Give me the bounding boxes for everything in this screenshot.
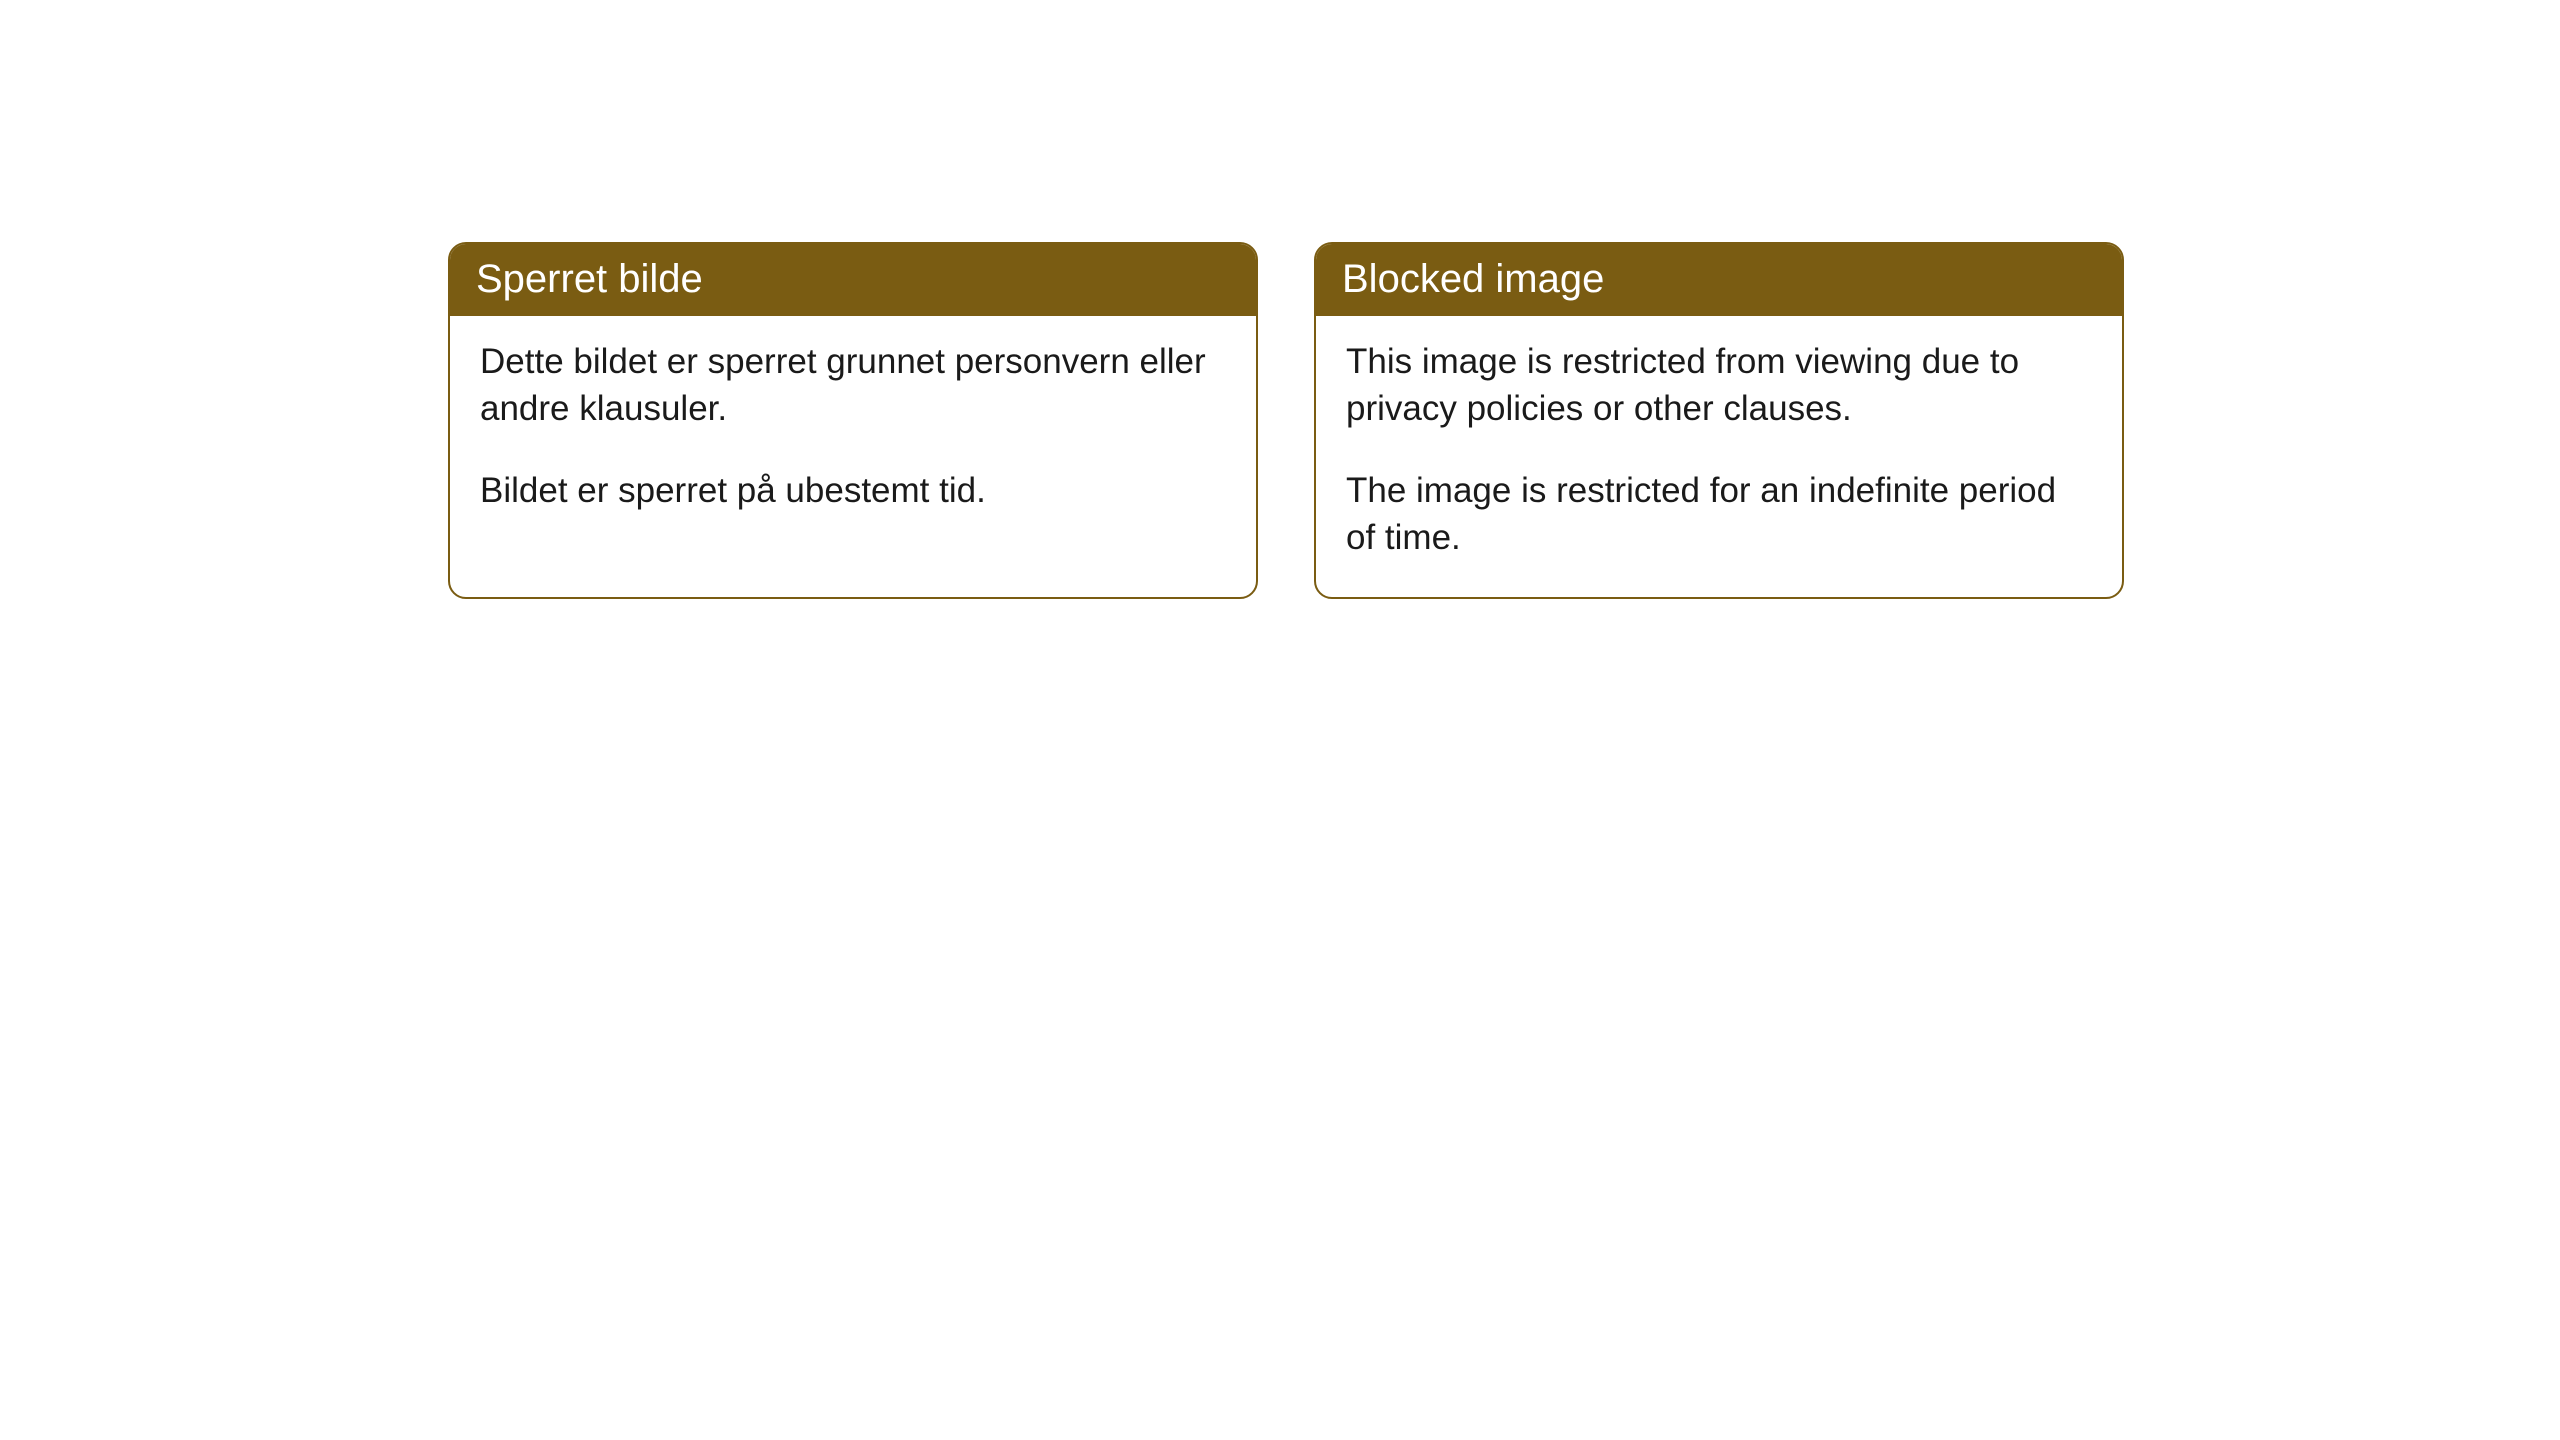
card-header-en: Blocked image [1316,244,2122,316]
card-body-no: Dette bildet er sperret grunnet personve… [450,316,1256,550]
blocked-image-card-en: Blocked image This image is restricted f… [1314,242,2124,599]
card-text-no-1: Dette bildet er sperret grunnet personve… [480,338,1226,433]
blocked-image-card-no: Sperret bilde Dette bildet er sperret gr… [448,242,1258,599]
card-text-no-2: Bildet er sperret på ubestemt tid. [480,467,1226,514]
card-text-en-1: This image is restricted from viewing du… [1346,338,2092,433]
card-text-en-2: The image is restricted for an indefinit… [1346,467,2092,562]
card-header-no: Sperret bilde [450,244,1256,316]
notice-container: Sperret bilde Dette bildet er sperret gr… [0,0,2560,599]
card-body-en: This image is restricted from viewing du… [1316,316,2122,597]
